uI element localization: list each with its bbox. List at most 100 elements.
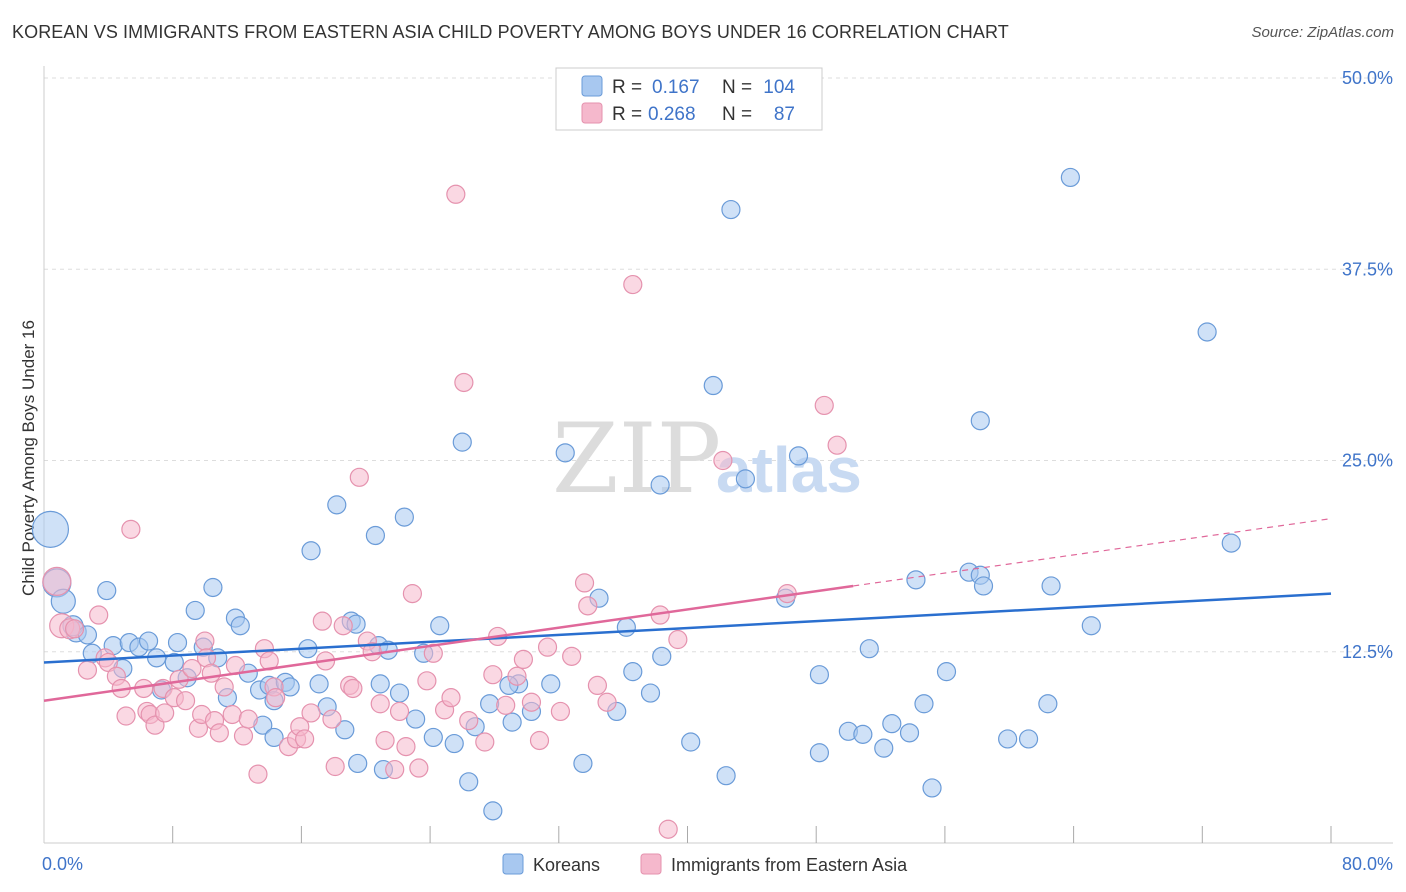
korean-point [480, 694, 500, 714]
immigrant-point [454, 372, 474, 393]
immigrant-point [562, 646, 582, 666]
korean-point [1081, 616, 1101, 636]
source-credit: Source: ZipAtlas.com [1251, 24, 1394, 41]
korean-point [650, 475, 670, 495]
immigrant-point [343, 678, 363, 699]
immigrant-point [446, 184, 466, 204]
immigrant-point [295, 729, 315, 749]
immigrant-point [266, 688, 286, 708]
korean-point [138, 631, 159, 651]
korean-point [423, 727, 443, 748]
immigrant-point [658, 819, 678, 839]
korean-point [922, 778, 942, 798]
korean-point [31, 510, 70, 548]
korean-point [616, 617, 636, 637]
immigrant-point [475, 732, 495, 752]
series-legend: Koreans Immigrants from Eastern Asia [502, 853, 908, 875]
immigrant-point [195, 631, 215, 651]
immigrant-trend-extension [853, 518, 1332, 587]
korean-point [389, 683, 410, 703]
korean-point [853, 724, 873, 744]
korean-point [365, 525, 386, 546]
immigrant-point [222, 704, 242, 725]
immigrant-point [301, 703, 321, 723]
immigrant-point [409, 758, 429, 778]
korean-point [370, 674, 390, 694]
korean-point [936, 662, 957, 682]
bottom-legend-swatch-koreans [502, 853, 524, 875]
data-points [31, 167, 1241, 839]
korean-point [1018, 729, 1039, 749]
korean-point [444, 733, 464, 754]
y-tick-label: 37.5% [1342, 259, 1393, 279]
korean-trend-line [43, 592, 1332, 664]
immigrant-point [312, 611, 332, 631]
axes [43, 66, 1393, 844]
immigrant-point [402, 584, 423, 604]
gridlines [44, 77, 1393, 653]
korean-point [640, 683, 661, 703]
immigrant-point [574, 573, 595, 593]
immigrant-point [459, 710, 479, 731]
immigrant-point [550, 701, 571, 722]
legend-swatch-koreans [581, 75, 603, 97]
korean-point [348, 753, 368, 774]
y-axis-title: Child Poverty Among Boys Under 16 [19, 320, 38, 596]
immigrant-point [121, 519, 141, 539]
korean-point [1038, 694, 1058, 714]
legend-r-label-2: R = [612, 104, 642, 125]
immigrant-point [214, 677, 234, 697]
trend-lines [43, 518, 1332, 702]
immigrant-point [182, 658, 202, 679]
legend-n-value-2: 87 [774, 104, 795, 125]
immigrant-point [375, 730, 395, 751]
korean-point [914, 694, 934, 714]
korean-point [906, 570, 926, 590]
korean-point [502, 712, 522, 732]
korean-point [623, 662, 643, 682]
immigrant-point [814, 395, 834, 416]
immigrant-point [483, 665, 503, 685]
korean-point [998, 729, 1018, 749]
korean-point [335, 720, 355, 740]
immigrant-point [827, 435, 847, 455]
korean-point [1197, 322, 1217, 342]
korean-point [459, 772, 479, 792]
immigrant-point [233, 726, 254, 746]
korean-point [1060, 167, 1080, 188]
immigrant-point [668, 629, 688, 650]
immigrant-point [521, 692, 542, 712]
korean-point [541, 674, 561, 694]
correlation-legend: R = 0.167 N = 104 R = 0.268 N = 87 [555, 67, 823, 131]
legend-n-label-2: N = [722, 104, 752, 125]
legend-r-value-1: 0.167 [652, 77, 700, 98]
legend-n-value-1: 104 [763, 77, 795, 98]
korean-point [327, 495, 347, 515]
korean-point [859, 639, 879, 659]
korean-point [97, 580, 117, 601]
immigrant-point [333, 616, 353, 636]
immigrant-point [537, 637, 558, 657]
immigrant-trend-line [43, 584, 854, 702]
immigrant-point [64, 619, 85, 639]
korean-point [874, 738, 894, 758]
immigrant-point [322, 709, 342, 729]
immigrant-point [507, 666, 527, 686]
y-tick-label: 12.5% [1342, 642, 1393, 662]
korean-point [703, 375, 723, 396]
korean-point [788, 446, 809, 466]
immigrant-point [349, 467, 369, 487]
y-tick-label: 25.0% [1342, 451, 1393, 471]
korean-point [309, 674, 329, 694]
x-tick-label-min: 0.0% [42, 854, 83, 874]
immigrant-point [370, 694, 390, 714]
korean-point [899, 723, 920, 743]
immigrant-point [201, 663, 221, 683]
korean-point [555, 443, 575, 463]
korean-point [721, 199, 741, 220]
immigrant-point [42, 566, 72, 596]
korean-point [264, 727, 284, 748]
immigrant-point [713, 450, 733, 471]
korean-point [716, 766, 736, 786]
